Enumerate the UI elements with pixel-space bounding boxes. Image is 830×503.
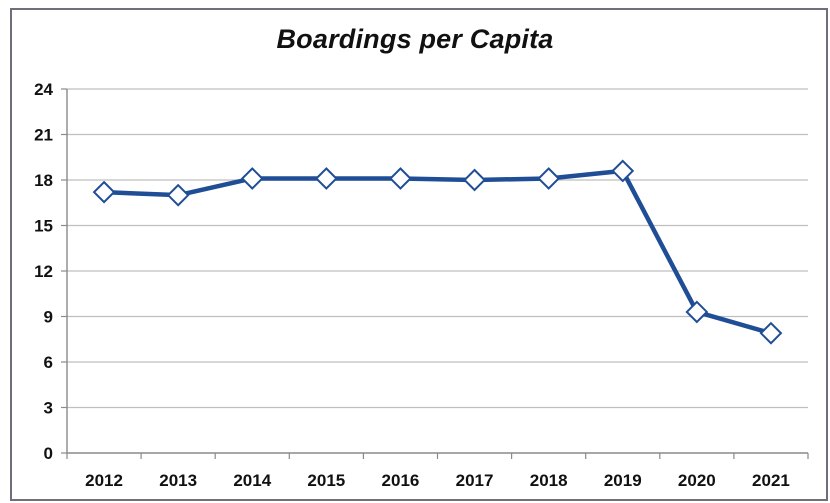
y-tick-label: 3 bbox=[44, 399, 53, 418]
chart-frame bbox=[10, 8, 828, 501]
x-tick-label: 2016 bbox=[382, 471, 420, 490]
y-tick-label: 24 bbox=[34, 80, 53, 99]
y-tick-labels: 0 3 6 9 12 15 18 21 24 bbox=[34, 80, 53, 463]
y-tick-label: 21 bbox=[34, 126, 53, 145]
data-point-marker bbox=[166, 183, 190, 207]
x-tick-label: 2020 bbox=[678, 471, 716, 490]
y-tick-label: 12 bbox=[34, 262, 53, 281]
axes bbox=[61, 88, 809, 459]
data-point-marker bbox=[314, 167, 338, 190]
x-tick-label: 2019 bbox=[604, 471, 642, 490]
y-tick-label: 6 bbox=[44, 353, 53, 372]
data-point-marker bbox=[759, 321, 783, 345]
y-tick-label: 0 bbox=[44, 444, 53, 463]
gridlines bbox=[67, 88, 808, 409]
series bbox=[92, 159, 783, 345]
data-point-marker bbox=[240, 167, 264, 190]
x-tick-label: 2012 bbox=[85, 471, 123, 490]
x-tick-label: 2021 bbox=[752, 471, 790, 490]
x-tick-label: 2014 bbox=[233, 471, 271, 490]
y-tick-label: 18 bbox=[34, 171, 53, 190]
data-point-marker bbox=[389, 167, 412, 190]
x-tick-label: 2017 bbox=[456, 471, 494, 490]
data-point-marker bbox=[685, 300, 709, 324]
y-tick-label: 9 bbox=[44, 308, 53, 327]
series-line bbox=[101, 168, 774, 336]
data-point-marker bbox=[611, 159, 635, 183]
data-point-marker bbox=[537, 167, 561, 190]
chart-title: Boardings per Capita bbox=[276, 24, 554, 54]
x-tick-labels: 2012 2013 2014 2015 2016 2017 2018 2019 2020 2021 bbox=[85, 471, 790, 490]
x-tick-label: 2018 bbox=[530, 471, 568, 490]
data-point-marker bbox=[463, 168, 486, 192]
x-tick-label: 2015 bbox=[307, 471, 345, 490]
y-tick-label: 15 bbox=[34, 217, 53, 236]
data-point-marker bbox=[92, 180, 116, 204]
x-tick-label: 2013 bbox=[159, 471, 197, 490]
